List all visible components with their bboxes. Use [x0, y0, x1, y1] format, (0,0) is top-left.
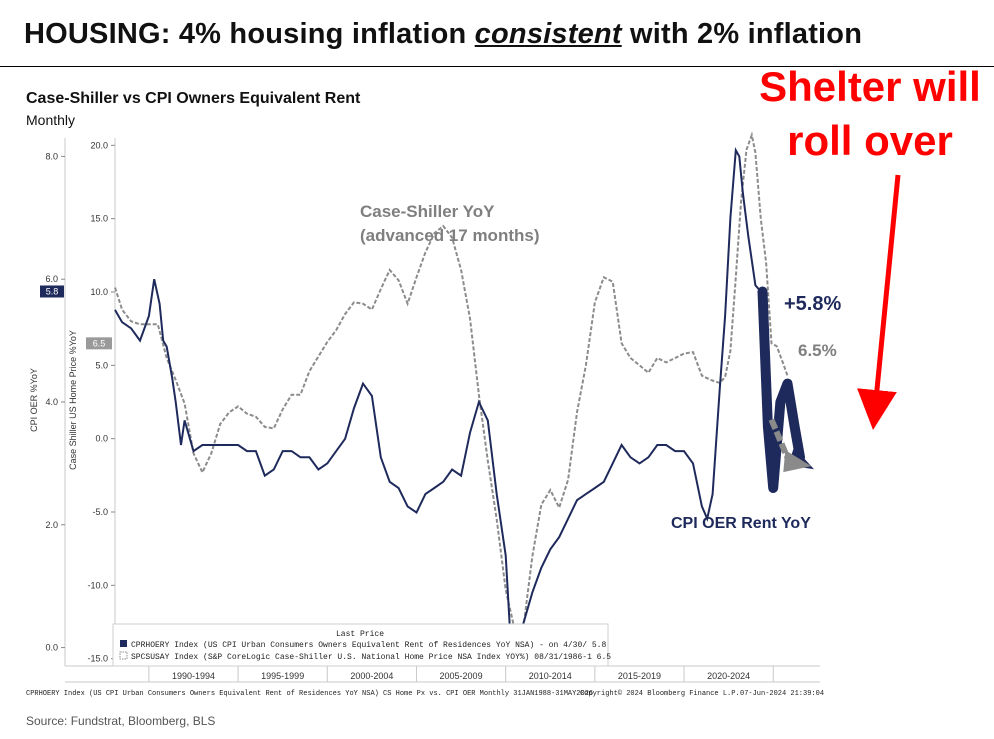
callout-line-2: roll over [787, 117, 953, 164]
footer-timestamp: 07-Jun-2024 21:39:04 [740, 690, 824, 698]
case-shiller-label: Case-Shiller YoY [360, 202, 495, 221]
shelter-callout: Shelter will roll over [745, 60, 994, 168]
left-tick-label: 2.0 [45, 520, 58, 530]
right-axis-title: Case Shiller US Home Price %YoY [68, 330, 78, 470]
left-tick-label: 8.0 [45, 151, 58, 161]
slide-title: HOUSING: 4% housing inflation consistent… [24, 18, 862, 51]
oer-projection-line [757, 286, 805, 493]
right-tick-label: 10.0 [90, 287, 108, 297]
legend-swatch-oer [120, 640, 127, 647]
left-tick-label: 0.0 [45, 643, 58, 653]
x-tick-label: 1990-1994 [172, 671, 215, 681]
x-tick-label: 2020-2024 [707, 671, 750, 681]
x-tick-label: 2000-2004 [350, 671, 393, 681]
right-tick-label: 0.0 [95, 434, 108, 444]
last-price-tag-oer-text: 5.8 [46, 286, 59, 296]
left-tick-label: 4.0 [45, 397, 58, 407]
right-tick-label: 5.0 [95, 360, 108, 370]
right-tick-label: 20.0 [90, 140, 108, 150]
legend-entry-oer: CPRHOERY Index (US CPI Urban Consumers O… [131, 641, 606, 650]
oer-series-label: CPI OER Rent YoY [671, 515, 811, 532]
x-tick-label: 2005-2009 [440, 671, 483, 681]
cs-value-label: 6.5% [798, 341, 837, 360]
red-arrow-icon [857, 174, 901, 430]
x-tick-label: 2010-2014 [529, 671, 572, 681]
legend-entry-cs: SPCSUSAY Index (S&P CoreLogic Case-Shill… [131, 653, 611, 662]
case-shiller-label-sub: (advanced 17 months) [360, 226, 540, 245]
last-price-tag-oer [40, 285, 64, 298]
left-axis-title: CPI OER %YoY [29, 368, 39, 432]
last-price-tag-cs-text: 6.5 [93, 338, 106, 348]
right-tick-label: -10.0 [87, 580, 108, 590]
callout-line-1: Shelter will [759, 63, 981, 110]
legend-heading: Last Price [336, 630, 384, 639]
cs-projection-line [768, 418, 793, 464]
source-note: Source: Fundstrat, Bloomberg, BLS [26, 714, 216, 728]
slide-title-part1: HOUSING: 4% housing inflation [24, 18, 475, 50]
title-divider [0, 66, 994, 67]
oer-value-label: +5.8% [784, 293, 841, 315]
chart-subtitle: Monthly [26, 112, 76, 128]
right-tick-label: 15.0 [90, 214, 108, 224]
right-tick-label: -15.0 [87, 654, 108, 664]
last-price-tag-cs [86, 337, 112, 350]
cpi-oer-line [114, 147, 762, 667]
legend-box [112, 623, 609, 667]
chart-title: Case-Shiller vs CPI Owners Equivalent Re… [26, 90, 361, 107]
slide-title-emphasis: consistent [474, 18, 622, 50]
footer-source-line: CPRHOERY Index (US CPI Urban Consumers O… [26, 690, 593, 698]
right-tick-label: -5.0 [92, 507, 108, 517]
x-tick-label: 2015-2019 [618, 671, 661, 681]
legend-swatch-cs [119, 651, 128, 660]
slide-title-part2: with 2% inflation [621, 18, 863, 50]
footer-copyright: Copyright© 2024 Bloomberg Finance L.P. [580, 689, 740, 698]
x-tick-label: 1995-1999 [261, 671, 304, 681]
cs-projection-arrow-icon [783, 450, 812, 473]
left-tick-label: 6.0 [45, 274, 58, 284]
